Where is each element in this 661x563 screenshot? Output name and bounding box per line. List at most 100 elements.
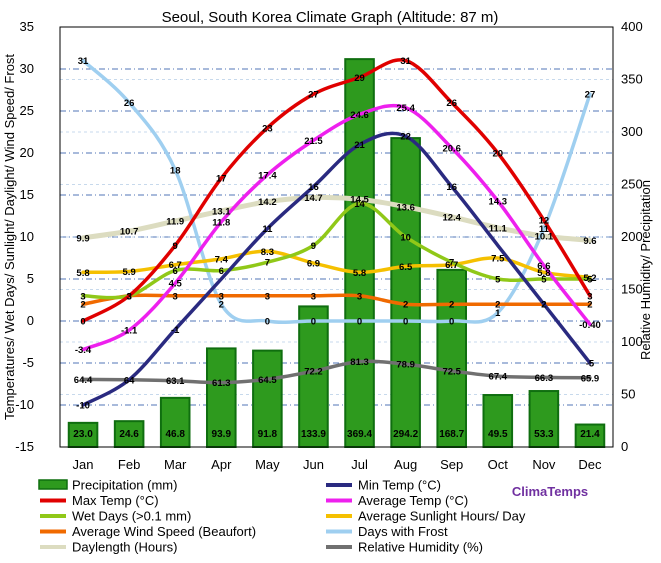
min-temp-c-value-label: 11: [262, 224, 273, 235]
average-temp-c-value-label: 25.4: [396, 103, 415, 114]
precipitation-bar: [252, 349, 283, 448]
average-wind-speed-beaufort-line: [81, 293, 592, 307]
plot-frame: [59, 26, 614, 448]
max-temp-c-line: [81, 58, 592, 323]
x-tick-label: Jul: [351, 457, 368, 472]
days-with-frost-line: [81, 58, 592, 324]
days-with-frost-value-label: 0: [449, 317, 454, 328]
max-temp-c-value-label: 26: [446, 98, 457, 109]
average-temp-c-value-label: 14.3: [489, 196, 508, 207]
legend-label-relative-humidity: Relative Humidity (%): [358, 540, 483, 555]
x-tick-label: Nov: [532, 457, 556, 472]
max-temp-c-value-label: 20: [493, 149, 504, 160]
y-right-tick-label: 150: [621, 282, 643, 297]
days-with-frost-value-label: 11: [539, 224, 550, 235]
average-sunlight-hours-day-value-label: 6.7: [445, 260, 458, 271]
legend-label-days-with-frost: Days with Frost: [358, 524, 448, 539]
precipitation-bar: [159, 396, 191, 448]
x-tick-label: Sep: [440, 457, 463, 472]
average-wind-speed-beaufort-value-label: 2: [587, 300, 592, 311]
days-with-frost-value-label: 27: [585, 90, 596, 101]
legend-label-precipitation-mm: Precipitation (mm): [72, 478, 177, 493]
y-right-tick-label: 100: [621, 334, 643, 349]
average-sunlight-hours-day-value-label: 5.8: [76, 268, 89, 279]
precipitation-bar: [390, 137, 421, 448]
average-sunlight-hours-day-value-label: 5.9: [123, 267, 136, 278]
precipitation-bar: [344, 58, 375, 448]
average-temp-c-value-label: 17.4: [258, 170, 277, 181]
relative-humidity-value-label: 78.9: [396, 360, 415, 371]
precipitation-value-label: 168.7: [439, 429, 464, 440]
x-tick-label: Jan: [73, 457, 94, 472]
relative-humidity-value-label: 72.5: [442, 366, 461, 377]
precipitation-bar: [482, 394, 514, 448]
max-temp-c-value-label: 23: [262, 123, 273, 134]
relative-humidity-value-label: 64: [124, 375, 135, 386]
days-with-frost-value-label: 0: [311, 317, 316, 328]
precipitation-bar: [528, 390, 560, 449]
daylength-hours-value-label: 10.1: [535, 232, 554, 243]
precipitation-value-label: 49.5: [488, 429, 508, 440]
y-left-tick-label: -10: [15, 397, 34, 412]
x-tick-label: Dec: [578, 457, 602, 472]
days-with-frost-value-label: 0: [403, 317, 408, 328]
average-temp-c-value-label: 20.6: [442, 143, 461, 154]
days-with-frost-value-label: 0: [265, 317, 270, 328]
x-tick-label: Mar: [164, 457, 187, 472]
legend-label-daylength-hours: Daylength (Hours): [72, 540, 178, 555]
max-temp-c-value-label: 31: [400, 56, 411, 67]
max-temp-c-value-label: 0: [80, 317, 85, 328]
average-wind-speed-beaufort-value-label: 2: [541, 300, 546, 311]
average-temp-c-value-label: 4.5: [169, 279, 183, 290]
average-temp-c-value-label: 11.8: [212, 217, 230, 228]
wet-days-0-1-mm-value-label: 7: [449, 258, 454, 269]
relative-humidity-value-label: 72.2: [304, 367, 323, 378]
average-sunlight-hours-day-value-label: 6.9: [307, 259, 320, 270]
daylength-hours-value-label: 13.1: [212, 206, 231, 217]
relative-humidity-value-label: 65.9: [581, 373, 600, 384]
chart-title: Seoul, South Korea Climate Graph (Altitu…: [162, 9, 499, 26]
average-sunlight-hours-day-value-label: 7.5: [491, 254, 505, 265]
wet-days-0-1-mm-value-label: 5: [587, 275, 593, 286]
average-sunlight-hours-day-value-label: 5.2: [583, 273, 596, 284]
days-with-frost-value-label: 31: [78, 56, 89, 67]
daylength-hours-value-label: 14.5: [350, 195, 369, 206]
average-wind-speed-beaufort-value-label: 3: [265, 291, 270, 302]
max-temp-c-value-label: 3: [587, 291, 592, 302]
legend-label-max-temp-c: Max Temp (°C): [72, 493, 159, 508]
wet-days-0-1-mm-value-label: 14: [354, 199, 365, 210]
x-tick-label: Aug: [394, 457, 417, 472]
max-temp-c-value-label: 3: [126, 291, 131, 302]
average-sunlight-hours-day-value-label: 6.7: [169, 260, 182, 271]
average-temp-c-value-label: 21.5: [304, 136, 323, 147]
average-sunlight-hours-day-value-label: 6.5: [399, 262, 413, 273]
y-right-tick-label: 400: [621, 19, 643, 34]
y-right-tick-label: 300: [621, 124, 643, 139]
precipitation-bar: [206, 347, 237, 448]
brand-label: ClimaTemps: [512, 484, 588, 499]
legend-label-min-temp-c: Min Temp (°C): [358, 478, 441, 493]
wet-days-0-1-mm-value-label: 9: [311, 241, 316, 252]
wet-days-0-1-mm-value-label: 6: [173, 266, 178, 277]
average-temp-c-value-label: -3.4: [75, 345, 92, 356]
precipitation-value-label: 24.6: [119, 429, 139, 440]
x-tick-label: Oct: [488, 457, 509, 472]
axes: -15-10-505101520253035050100150200250300…: [15, 19, 643, 472]
x-tick-label: Apr: [211, 457, 232, 472]
relative-humidity-value-label: 67.4: [489, 372, 508, 383]
x-tick-label: Feb: [118, 457, 140, 472]
average-wind-speed-beaufort-value-label: 3: [357, 291, 362, 302]
series-lines: [80, 58, 593, 407]
wet-days-0-1-mm-value-label: 6: [219, 266, 224, 277]
average-temp-c-value-label: 24.6: [350, 110, 369, 121]
x-tick-label: Jun: [303, 457, 324, 472]
daylength-hours-value-label: 13.6: [396, 202, 415, 213]
min-temp-c-value-label: 2: [541, 300, 546, 311]
relative-humidity-value-label: 64.5: [258, 375, 277, 386]
y-left-tick-label: 30: [20, 61, 34, 76]
daylength-hours-value-label: 11.1: [489, 223, 508, 234]
daylength-hours-value-label: 12.4: [442, 212, 461, 223]
days-with-frost-value-label: 0: [357, 317, 362, 328]
